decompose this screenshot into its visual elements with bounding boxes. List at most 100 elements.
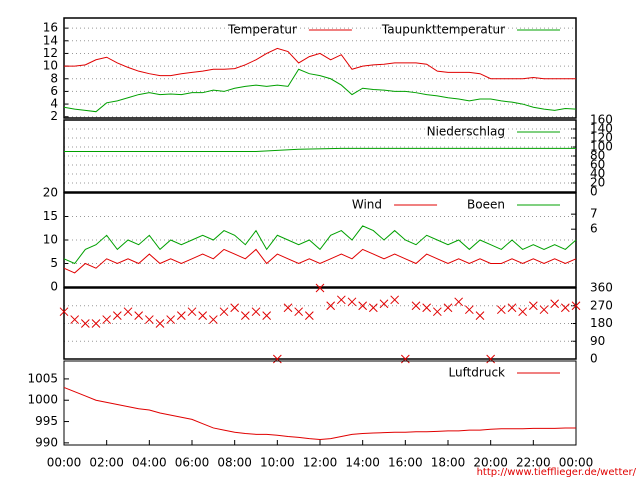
direction-point — [251, 307, 261, 317]
direction-point — [560, 303, 570, 313]
y-tick-label: 100 — [590, 140, 613, 154]
direction-point — [272, 354, 282, 364]
y-tick-label: 20 — [43, 186, 58, 200]
y-tick-label: 990 — [35, 435, 58, 449]
y-tick-label: 160 — [590, 113, 613, 127]
direction-point — [400, 354, 410, 364]
direction-point — [550, 299, 560, 309]
y-tick-label: 6 — [50, 84, 58, 98]
direction-point — [283, 303, 293, 313]
direction-point — [240, 311, 250, 320]
direction-point — [230, 303, 240, 313]
direction-point — [486, 354, 496, 364]
panel-frame — [63, 17, 577, 119]
direction-point — [80, 319, 90, 328]
y-tick-label: 14 — [43, 33, 58, 47]
direction-point — [475, 311, 485, 320]
y-tick-label: 360 — [590, 281, 613, 295]
y-tick-label: 995 — [35, 414, 58, 428]
direction-point — [315, 283, 325, 293]
y-tick-label: 120 — [590, 131, 613, 145]
direction-point — [432, 307, 442, 317]
y-tick-label: 1005 — [27, 371, 58, 385]
series-line — [63, 225, 577, 265]
direction-point — [358, 301, 368, 311]
direction-point — [187, 307, 197, 317]
direction-point — [518, 307, 528, 317]
direction-point — [379, 299, 389, 309]
series-line — [63, 68, 577, 113]
y-tick-label: 180 — [590, 316, 613, 330]
y-tick-label: 0 — [50, 280, 58, 294]
direction-point — [294, 307, 304, 317]
y-tick-label: 140 — [590, 122, 613, 136]
legend-label: Luftdruck — [448, 366, 505, 380]
direction-point — [155, 319, 165, 328]
x-tick-label: 22:00 — [516, 456, 551, 470]
y-tick-label: 6 — [590, 222, 598, 236]
direction-point — [411, 301, 421, 311]
direction-point — [219, 307, 229, 317]
direction-point — [304, 311, 314, 320]
legend-label: Niederschlag — [427, 125, 505, 139]
x-tick-label: 14:00 — [345, 456, 380, 470]
direction-point — [70, 315, 80, 324]
direction-point — [390, 295, 400, 305]
direction-point — [166, 315, 176, 324]
direction-point — [102, 315, 112, 324]
y-tick-label: 10 — [43, 59, 58, 73]
direction-point — [507, 303, 517, 313]
legend-label: Temperatur — [227, 23, 297, 37]
x-tick-label: 18:00 — [431, 456, 466, 470]
direction-point — [198, 311, 208, 320]
y-tick-label: 8 — [50, 71, 58, 85]
direction-point — [262, 311, 272, 320]
x-tick-label: 12:00 — [303, 456, 338, 470]
x-tick-label: 06:00 — [175, 456, 210, 470]
direction-point — [443, 303, 453, 313]
legend-label: Taupunkttemperatur — [381, 23, 505, 37]
direction-point — [59, 307, 69, 317]
x-tick-label: 00:00 — [47, 456, 82, 470]
y-tick-label: 20 — [590, 176, 605, 190]
y-tick-label: 0 — [590, 185, 598, 199]
y-tick-label: 90 — [590, 334, 605, 348]
direction-point — [496, 305, 506, 315]
y-tick-label: 270 — [590, 298, 613, 312]
x-tick-label: 00:00 — [559, 456, 594, 470]
direction-point — [464, 305, 474, 315]
y-tick-label: 7 — [590, 207, 598, 221]
x-tick-label: 04:00 — [132, 456, 167, 470]
y-tick-label: 1000 — [27, 393, 58, 407]
direction-point — [347, 297, 357, 307]
y-tick-label: 80 — [590, 149, 605, 163]
direction-point — [134, 311, 144, 320]
direction-point — [368, 303, 378, 313]
y-tick-label: 10 — [43, 233, 58, 247]
series-line — [63, 386, 576, 440]
x-tick-label: 10:00 — [260, 456, 295, 470]
direction-point — [91, 319, 101, 328]
series-line — [64, 147, 576, 152]
panel-frame — [63, 360, 577, 446]
direction-point — [144, 315, 154, 324]
y-tick-label: 60 — [590, 158, 605, 172]
direction-point — [123, 307, 133, 317]
x-tick-label: 08:00 — [217, 456, 252, 470]
direction-point — [326, 301, 336, 311]
x-tick-label: 02:00 — [89, 456, 124, 470]
x-tick-label: 20:00 — [473, 456, 508, 470]
footer-link: http://www.tiefflieger.de/wetter/ — [477, 467, 637, 478]
direction-point — [176, 311, 186, 320]
y-tick-label: 15 — [43, 209, 58, 223]
direction-point — [112, 311, 122, 320]
direction-point — [528, 301, 538, 311]
legend-label: Wind — [352, 198, 382, 212]
direction-point — [539, 305, 549, 315]
legend-label: Boeen — [467, 198, 505, 212]
y-tick-label: 0 — [590, 352, 598, 366]
series-line — [63, 248, 577, 274]
direction-point — [422, 303, 432, 313]
panel-frame — [63, 119, 577, 193]
y-tick-label: 2 — [50, 109, 58, 123]
